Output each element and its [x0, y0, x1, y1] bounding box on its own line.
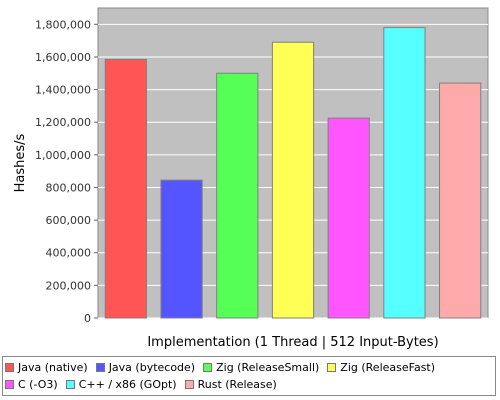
y-axis: 0 200,000 400,000 600,000 800,000 1,000,000 1,…	[35, 18, 98, 325]
legend-label: Java (bytecode)	[108, 361, 196, 374]
legend-item: C++ / x86 (GOpt)	[65, 376, 177, 393]
legend-item: Java (native)	[5, 359, 88, 376]
y-tick-label: 200,000	[46, 279, 92, 292]
y-axis-title: Hashes/s	[13, 133, 28, 192]
legend-item: Java (bytecode)	[95, 359, 196, 376]
legend-label: Zig (ReleaseSmall)	[216, 361, 320, 374]
legend-swatch	[5, 363, 14, 372]
bar-chart: 0 200,000 400,000 600,000 800,000 1,000,000 1,…	[13, 7, 489, 350]
y-tick-label: 0	[84, 312, 91, 325]
legend-item: Rust (Release)	[184, 376, 277, 393]
legend-item: Zig (ReleaseSmall)	[203, 359, 319, 376]
legend-label: Zig (ReleaseFast)	[340, 361, 436, 374]
legend-swatch	[95, 363, 105, 372]
legend-swatch	[65, 380, 75, 389]
y-tick-label: 1,800,000	[35, 18, 91, 31]
y-tick-label: 1,200,000	[35, 116, 91, 129]
bars	[104, 27, 482, 319]
y-tick-label: 1,400,000	[35, 84, 91, 97]
legend-item: C (-O3)	[5, 376, 58, 393]
legend-label: C++ / x86 (GOpt)	[78, 378, 177, 391]
legend-swatch	[5, 380, 14, 389]
legend-label: Java (native)	[18, 361, 88, 374]
legend-swatch	[203, 363, 213, 372]
y-tick-label: 800,000	[46, 181, 92, 194]
bar	[327, 117, 370, 319]
legend-swatch	[327, 363, 337, 372]
y-tick-label: 400,000	[46, 247, 92, 260]
bar	[271, 41, 315, 319]
bar	[104, 58, 147, 319]
legend: Java (native) Java (bytecode) Zig (Release…	[2, 356, 496, 396]
legend-swatch	[184, 380, 194, 389]
bar	[383, 27, 426, 319]
x-axis-title: Implementation (1 Thread | 512 Input-Byt…	[147, 335, 438, 350]
bar	[439, 82, 482, 319]
y-tick-label: 1,000,000	[35, 149, 91, 162]
y-tick-label: 1,600,000	[35, 51, 91, 64]
legend-item: Zig (ReleaseFast)	[327, 359, 435, 376]
bar	[160, 179, 203, 319]
bar	[216, 72, 259, 319]
legend-label: C (-O3)	[18, 378, 58, 391]
legend-label: Rust (Release)	[197, 378, 277, 391]
y-tick-label: 600,000	[46, 214, 92, 227]
